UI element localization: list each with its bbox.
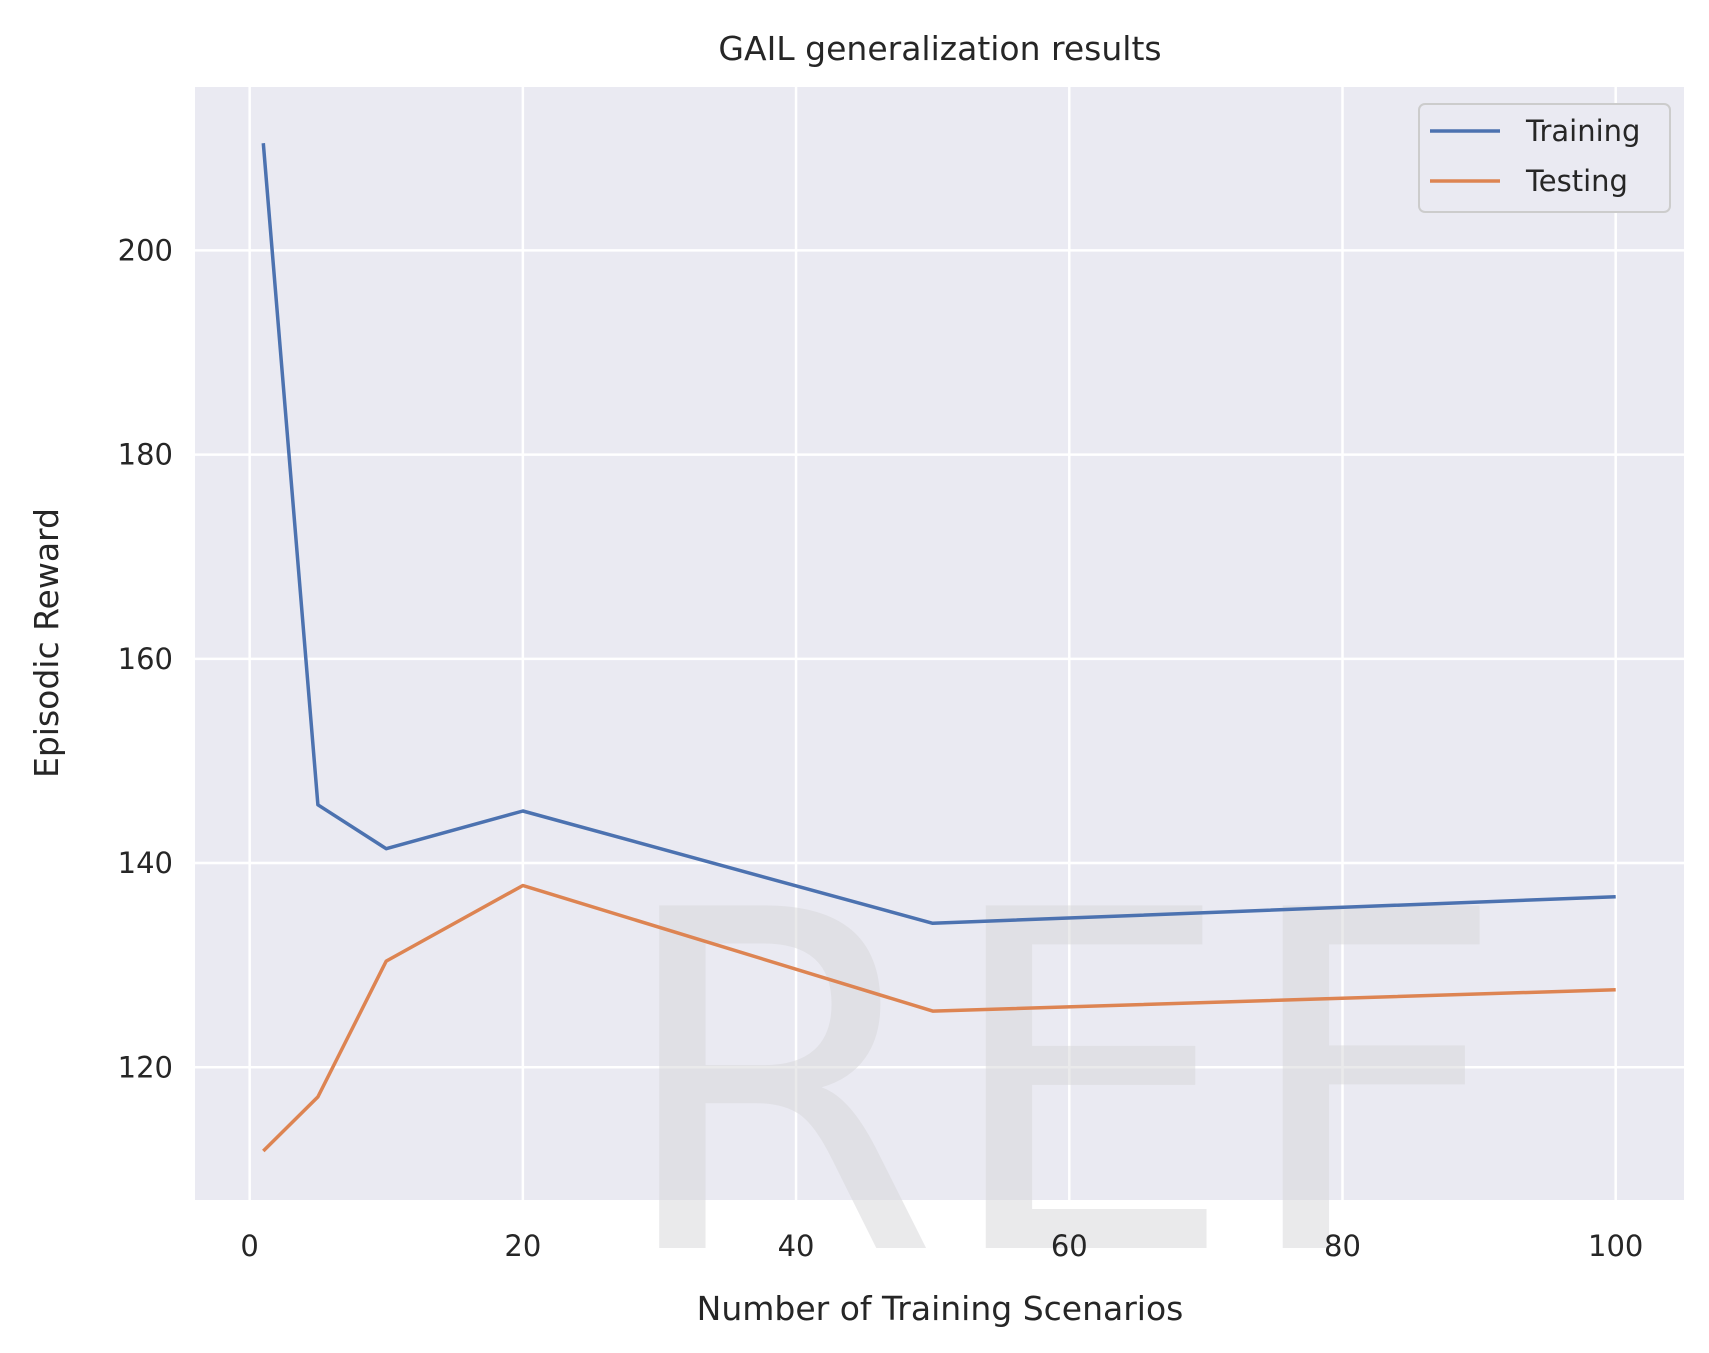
legend-label-training: Training — [1525, 114, 1640, 148]
x-tick-label-40: 40 — [778, 1229, 815, 1263]
y-axis-label: Episodic Reward — [27, 508, 66, 778]
y-tick-label-120: 120 — [118, 1050, 173, 1084]
series-line-testing — [262, 883, 1616, 1153]
plot-area — [195, 87, 1684, 1200]
x-axis-ticks: 0 20 40 60 80 100 — [240, 1229, 1643, 1263]
x-tick-label-100: 100 — [1588, 1229, 1643, 1263]
y-tick-label-180: 180 — [118, 438, 173, 472]
x-axis-label: Number of Training Scenarios — [697, 1289, 1184, 1328]
y-tick-label-140: 140 — [118, 846, 173, 880]
y-tick-label-200: 200 — [118, 233, 173, 267]
series-lines — [261, 143, 1616, 1153]
chart-title: GAIL generalization results — [718, 29, 1161, 68]
x-tick-label-60: 60 — [1051, 1229, 1088, 1263]
x-tick-label-20: 20 — [504, 1229, 541, 1263]
legend: Training Testing — [1418, 103, 1671, 213]
series-line-training — [261, 143, 1616, 926]
x-tick-label-80: 80 — [1324, 1229, 1361, 1263]
legend-label-testing: Testing — [1525, 164, 1628, 198]
y-axis-ticks: 120 140 160 180 200 — [118, 233, 173, 1084]
y-tick-label-160: 160 — [118, 642, 173, 676]
x-tick-label-0: 0 — [240, 1229, 258, 1263]
grid — [195, 87, 1684, 1200]
watermark-text: REF — [613, 812, 1507, 1353]
